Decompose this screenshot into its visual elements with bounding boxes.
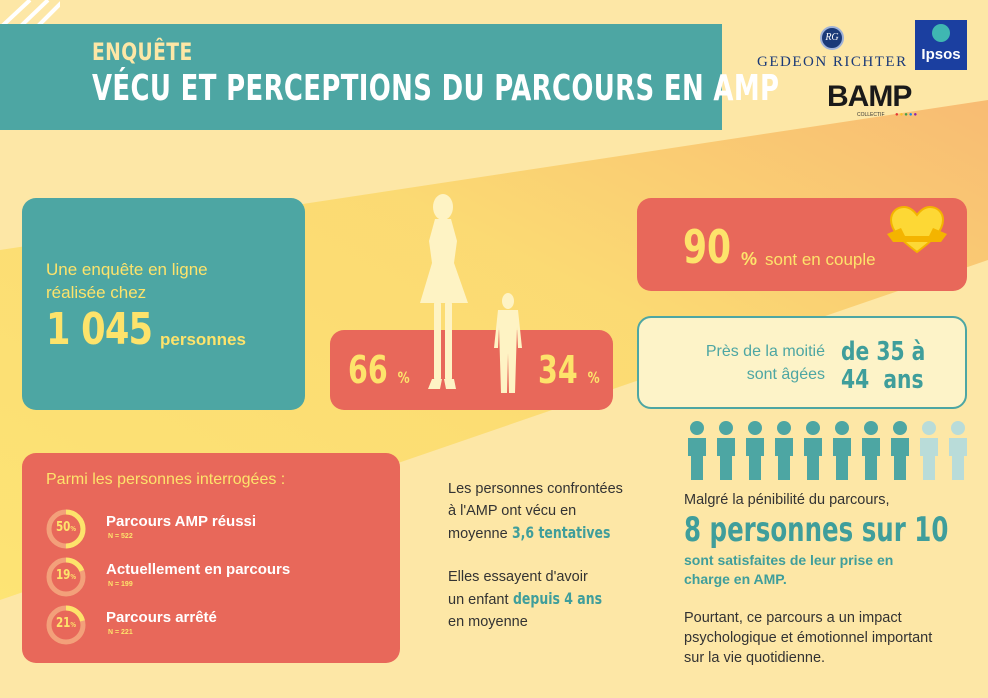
respondent-row-stopped: 21% Parcours arrêté N = 221: [46, 605, 386, 649]
ongoing-sample-size: N = 199: [108, 581, 133, 588]
satisfaction-headline: 8 personnes sur 10: [684, 510, 949, 550]
bamp-color-dots-icon: ●●●●●: [895, 112, 919, 118]
bamp-logo: BAMP: [827, 80, 912, 113]
respondent-row-success: 50% Parcours AMP réussi N = 522: [46, 509, 386, 553]
page-title: VÉCU ET PERCEPTIONS DU PARCOURS EN AMP: [92, 68, 780, 109]
attempts-line-1: Les personnes confrontées: [448, 481, 623, 497]
duration-line-3: en moyenne: [448, 614, 528, 630]
satisfied-person-icon: [775, 421, 793, 480]
couple-card: 90 % sont en couple: [637, 198, 967, 291]
age-range: de 35 à 44 ans: [841, 338, 925, 394]
woman-silhouette-icon: [420, 194, 468, 389]
attempts-line-3: moyenne 3,6 tentatives: [448, 523, 611, 542]
satisfaction-sub-line-1: sont satisfaites de leur prise en: [684, 552, 894, 568]
stopped-sample-size: N = 221: [108, 629, 133, 636]
respondent-count: 1 045: [46, 304, 153, 355]
satisfaction-subtext: sont satisfaites de leur prise en charge…: [684, 551, 893, 589]
stopped-label: Parcours arrêté: [106, 609, 217, 626]
ongoing-percentage: 19%: [55, 568, 77, 583]
man-silhouette-icon: [494, 293, 522, 393]
header-kicker: ENQUÊTE: [92, 38, 193, 66]
other-person-icon: [949, 421, 967, 480]
attempts-line-2: à l'AMP ont vécu en: [448, 503, 577, 519]
satisfied-person-icon: [862, 421, 880, 480]
age-line-2: sont âgées: [746, 366, 825, 383]
heart-icon: [887, 205, 947, 254]
partner-logos: RG GEDEON RICHTER Ipsos BAMP COLLECTIF ●…: [745, 20, 970, 130]
gender-split-card: 66 % 34 %: [330, 330, 613, 410]
gedeon-richter-logo: GEDEON RICHTER: [757, 54, 908, 70]
ongoing-progress-ring-icon: [46, 557, 86, 597]
impact-text: Pourtant, ce parcours a un impact psycho…: [684, 608, 932, 668]
satisfaction-intro: Malgré la pénibilité du parcours,: [684, 492, 890, 508]
satisfied-person-icon: [717, 421, 735, 480]
age-card: Près de la moitié sont âgées de 35 à 44 …: [637, 316, 967, 409]
respondents-heading: Parmi les personnes interrogées :: [46, 471, 286, 488]
couple-percentage: 90: [683, 220, 732, 274]
gedeon-richter-emblem-icon: RG: [820, 26, 844, 50]
men-percentage: 34 %: [538, 348, 600, 392]
duration-line-1: Elles essayent d'avoir: [448, 569, 588, 585]
duration-highlight: depuis 4 ans: [512, 589, 602, 608]
success-percentage: 50%: [55, 520, 77, 535]
survey-line-2: réalisée chez: [46, 283, 147, 302]
duration-text: Elles essayent d'avoir un enfant depuis …: [448, 566, 627, 633]
couple-text: sont en couple: [765, 250, 876, 269]
respondent-unit: personnes: [160, 330, 246, 349]
satisfied-person-icon: [746, 421, 764, 480]
satisfied-person-icon: [804, 421, 822, 480]
respondent-row-ongoing: 19% Actuellement en parcours N = 199: [46, 557, 386, 601]
satisfaction-people-icons: [688, 421, 967, 480]
couple-percent-sign: %: [741, 249, 758, 269]
women-percentage: 66 %: [348, 348, 410, 392]
survey-line-1: Une enquête en ligne: [46, 260, 208, 279]
satisfaction-sub-line-2: charge en AMP.: [684, 571, 787, 587]
ongoing-label: Actuellement en parcours: [106, 561, 291, 578]
satisfied-person-icon: [688, 421, 706, 480]
respondents-card: Parmi les personnes interrogées : 50% Pa…: [22, 453, 400, 663]
attempts-highlight: 3,6 tentatives: [511, 523, 611, 542]
age-description: Près de la moitié sont âgées: [639, 340, 825, 386]
success-progress-ring-icon: [46, 509, 86, 549]
bamp-logo-subtitle: COLLECTIF: [857, 112, 885, 118]
age-range-line-2: 44 ans: [841, 365, 924, 395]
impact-line-3: sur la vie quotidienne.: [684, 650, 826, 666]
header-banner: ENQUÊTE VÉCU ET PERCEPTIONS DU PARCOURS …: [0, 24, 780, 130]
age-range-line-1: de 35 à: [841, 337, 926, 367]
satisfied-person-icon: [891, 421, 909, 480]
survey-card: Une enquête en ligne réalisée chez 1 045…: [22, 198, 305, 410]
stopped-percentage: 21%: [55, 616, 77, 631]
impact-line-1: Pourtant, ce parcours a un impact: [684, 610, 902, 626]
other-person-icon: [920, 421, 938, 480]
age-line-1: Près de la moitié: [705, 343, 825, 360]
success-label: Parcours AMP réussi: [106, 513, 257, 530]
satisfied-person-icon: [833, 421, 851, 480]
stopped-progress-ring-icon: [46, 605, 86, 645]
success-sample-size: N = 522: [108, 533, 133, 540]
ipsos-logo: Ipsos: [915, 20, 967, 70]
duration-line-2: un enfant depuis 4 ans: [448, 589, 602, 608]
attempts-text: Les personnes confrontées à l'AMP ont vé…: [448, 478, 638, 545]
impact-line-2: psychologique et émotionnel important: [684, 630, 933, 646]
